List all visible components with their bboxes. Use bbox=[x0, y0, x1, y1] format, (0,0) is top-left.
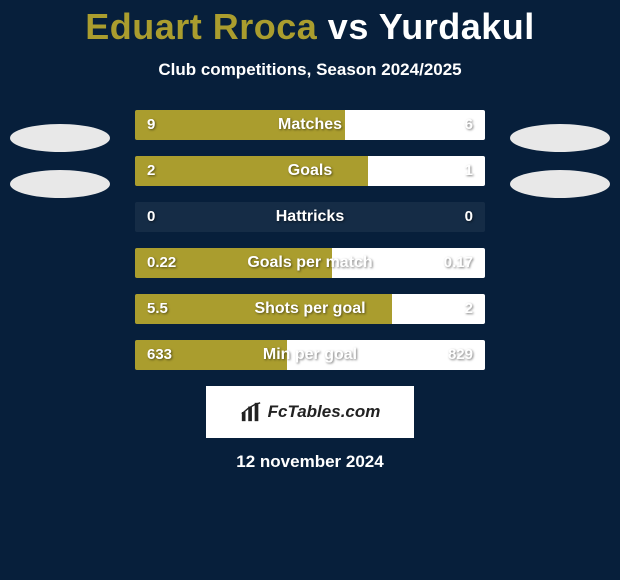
avatar-placeholder-icon bbox=[510, 124, 610, 152]
avatar-placeholder-icon bbox=[10, 124, 110, 152]
stat-value-right: 829 bbox=[448, 340, 473, 370]
stat-label: Min per goal bbox=[135, 340, 485, 370]
stat-row: Goals per match0.22 0.17 bbox=[135, 248, 485, 278]
stat-row: Goals2 1 bbox=[135, 156, 485, 186]
vs-text: vs bbox=[328, 6, 369, 47]
stat-value-left: 2 bbox=[147, 156, 155, 186]
player1-name: Eduart Rroca bbox=[85, 6, 317, 47]
date-text: 12 november 2024 bbox=[0, 452, 620, 472]
source-badge-text: FcTables.com bbox=[268, 402, 381, 422]
stat-row: Shots per goal5.5 2 bbox=[135, 294, 485, 324]
stat-value-left: 0.22 bbox=[147, 248, 176, 278]
stat-value-right: 2 bbox=[465, 294, 473, 324]
player2-avatar bbox=[508, 108, 612, 212]
stat-label: Matches bbox=[135, 110, 485, 140]
player2-name: Yurdakul bbox=[379, 6, 535, 47]
stat-value-left: 9 bbox=[147, 110, 155, 140]
stat-value-right: 0.17 bbox=[444, 248, 473, 278]
stat-value-left: 633 bbox=[147, 340, 172, 370]
stat-row: Min per goal633 829 bbox=[135, 340, 485, 370]
stat-value-right: 6 bbox=[465, 110, 473, 140]
source-badge: FcTables.com bbox=[206, 386, 414, 438]
stat-label: Shots per goal bbox=[135, 294, 485, 324]
player1-avatar bbox=[8, 108, 112, 212]
stats-list: Matches96Goals21Hattricks00Goals per mat… bbox=[135, 110, 485, 370]
page-title: Eduart Rroca vs Yurdakul bbox=[0, 6, 620, 48]
stat-value-right: 0 bbox=[465, 202, 473, 232]
stat-value-left: 0 bbox=[147, 202, 155, 232]
stat-row: Hattricks0 0 bbox=[135, 202, 485, 232]
avatar-placeholder-icon bbox=[510, 170, 610, 198]
stat-value-right: 1 bbox=[465, 156, 473, 186]
comparison-card: Eduart Rroca vs Yurdakul Club competitio… bbox=[0, 0, 620, 580]
stat-label: Goals bbox=[135, 156, 485, 186]
stat-label: Goals per match bbox=[135, 248, 485, 278]
stat-label: Hattricks bbox=[135, 202, 485, 232]
stat-value-left: 5.5 bbox=[147, 294, 168, 324]
avatar-placeholder-icon bbox=[10, 170, 110, 198]
stat-row: Matches9 6 bbox=[135, 110, 485, 140]
subtitle: Club competitions, Season 2024/2025 bbox=[0, 60, 620, 80]
chart-icon bbox=[240, 401, 262, 423]
